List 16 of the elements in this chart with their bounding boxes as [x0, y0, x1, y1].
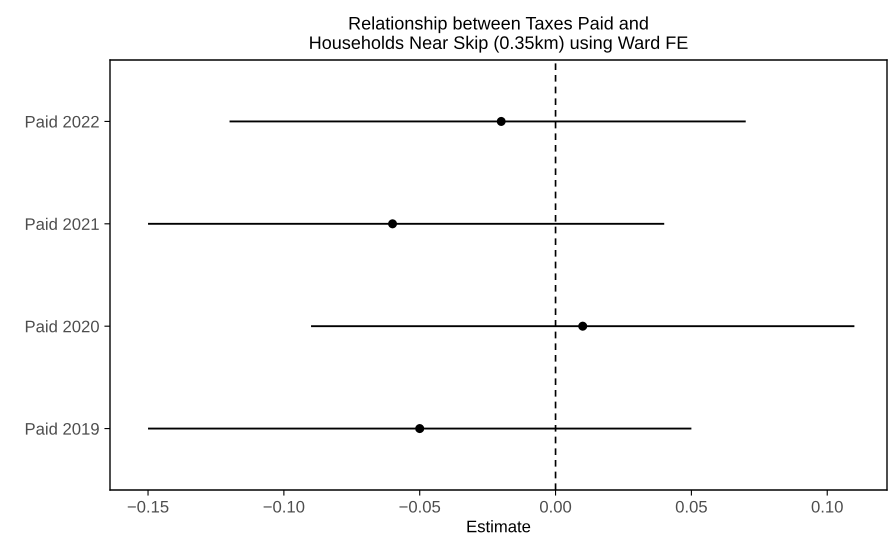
chart-title: Relationship between Taxes Paid and Households Near Skip (0.35km) using Ward FE	[310, 16, 688, 53]
y-tick-label: Paid 2020	[26, 320, 99, 332]
y-tick-label: Paid 2021	[26, 218, 99, 230]
point	[496, 116, 506, 126]
x-axis-title: Estimate	[467, 520, 530, 532]
x-tick-label: 0.00	[540, 500, 572, 513]
x-tick-label: 0.05	[676, 500, 707, 513]
x-tick-label: −0.10	[264, 500, 304, 513]
point	[388, 219, 398, 228]
point	[415, 424, 424, 434]
x-tick-label: −0.05	[399, 500, 440, 513]
point	[578, 322, 588, 331]
y-tick-label: Paid 2022	[26, 115, 99, 128]
x-tick-label: 0.10	[812, 500, 843, 513]
x-tick-label: −0.15	[128, 500, 168, 513]
y-tick-label: Paid 2019	[26, 422, 99, 435]
